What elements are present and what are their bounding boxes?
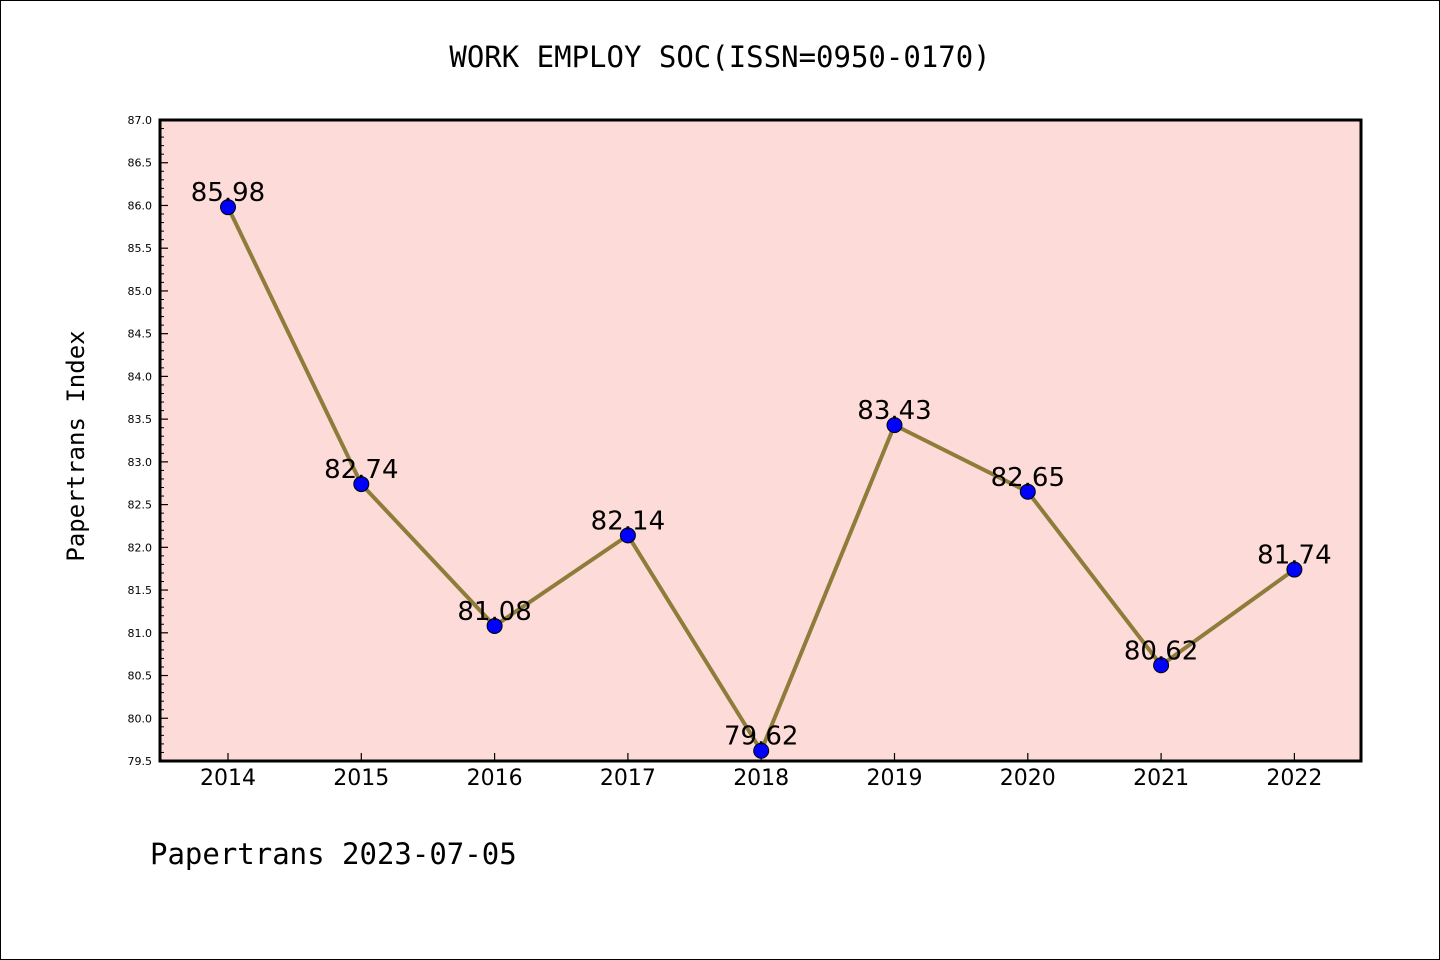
- x-tick-label: 2018: [733, 766, 789, 791]
- data-label: 83.43: [857, 396, 931, 426]
- y-tick-label: 80.5: [128, 670, 153, 683]
- x-tick-label: 2022: [1266, 766, 1322, 791]
- y-tick-label: 81.5: [128, 584, 153, 597]
- data-label: 79.62: [724, 722, 798, 752]
- x-tick-label: 2014: [200, 766, 256, 791]
- data-label: 81.74: [1257, 541, 1331, 571]
- y-tick-label: 80.0: [128, 712, 153, 725]
- y-tick-label: 87.0: [128, 114, 153, 127]
- x-tick-label: 2021: [1133, 766, 1189, 791]
- data-label: 82.65: [991, 463, 1065, 493]
- data-point: [1153, 657, 1170, 674]
- y-tick-label: 79.5: [128, 755, 153, 768]
- y-tick-label: 82.5: [128, 499, 153, 512]
- data-label: 80.62: [1124, 636, 1198, 666]
- x-tick-label: 2019: [867, 766, 923, 791]
- chart-title: WORK EMPLOY SOC(ISSN=0950-0170): [449, 40, 990, 74]
- x-tick-label: 2020: [1000, 766, 1056, 791]
- data-point: [1019, 483, 1036, 500]
- data-point: [619, 527, 636, 544]
- y-tick-label: 85.0: [128, 285, 153, 298]
- data-label: 81.08: [457, 597, 531, 627]
- data-point: [1286, 561, 1303, 578]
- data-label: 82.74: [324, 455, 398, 485]
- data-point: [886, 417, 903, 434]
- data-point: [753, 742, 770, 759]
- data-labels: 85.98 82.74 81.08 82.14 79.62 83.43 82.65 80.62…: [191, 178, 1332, 752]
- y-tick-label: 85.5: [128, 242, 153, 255]
- data-point: [220, 199, 236, 216]
- y-tick-label: 84.5: [128, 328, 153, 341]
- y-tick-label: 83.5: [128, 413, 153, 426]
- data-point: [353, 476, 370, 493]
- y-tick-label: 86.5: [128, 157, 153, 170]
- y-tick-label: 81.0: [128, 627, 153, 640]
- footer-caption: Papertrans 2023-07-05: [150, 837, 517, 871]
- x-tick-label: 2015: [333, 766, 389, 791]
- data-label: 85.98: [191, 178, 265, 208]
- plot-area: [158, 118, 1363, 763]
- x-axis: 2014 2015 2016 2017 2018 2019 2020 2021 2022: [200, 753, 1322, 791]
- data-markers: [220, 199, 1303, 759]
- y-axis-label: Papertrans Index: [62, 330, 90, 561]
- x-tick-label: 2016: [467, 766, 523, 791]
- y-tick-label: 82.0: [128, 541, 153, 554]
- data-label: 82.14: [591, 506, 665, 536]
- y-tick-label: 83.0: [128, 456, 153, 469]
- data-point: [486, 617, 503, 634]
- x-tick-label: 2017: [600, 766, 656, 791]
- y-tick-label: 86.0: [128, 199, 153, 212]
- y-tick-label: 84.0: [128, 370, 153, 383]
- y-axis: 79.5 80.0 80.5 81.0 81.5 82.0 82.5 83.0 83.5 84.0…: [128, 114, 168, 768]
